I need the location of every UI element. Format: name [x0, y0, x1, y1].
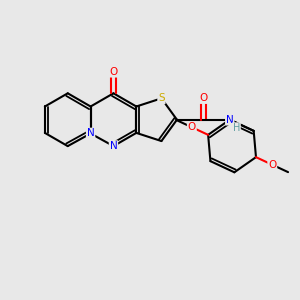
Text: O: O	[188, 122, 196, 132]
Text: O: O	[199, 93, 208, 103]
Text: O: O	[268, 160, 276, 170]
Text: S: S	[158, 93, 165, 103]
Text: N: N	[87, 128, 94, 139]
Text: O: O	[109, 67, 118, 77]
Text: H: H	[233, 123, 240, 133]
Text: N: N	[110, 141, 117, 151]
Text: N: N	[226, 115, 234, 125]
